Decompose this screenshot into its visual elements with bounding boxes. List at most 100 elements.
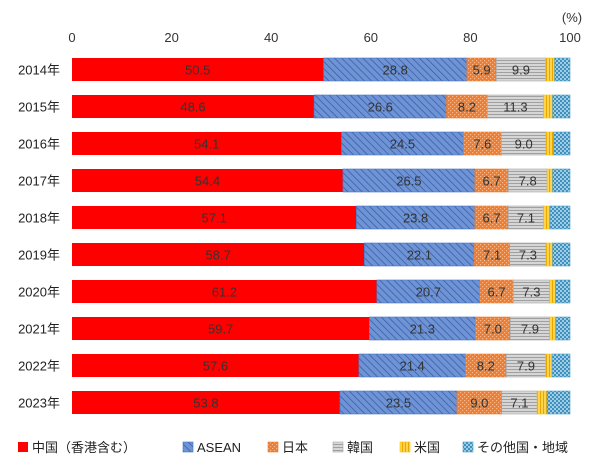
data-label: 7.6 xyxy=(473,137,491,152)
bar-segment xyxy=(554,57,571,82)
data-label: 61.2 xyxy=(212,285,237,300)
data-label: 7.1 xyxy=(483,248,501,263)
data-label: 23.5 xyxy=(386,396,411,411)
bar-segment xyxy=(555,316,571,341)
data-label: 53.8 xyxy=(193,396,218,411)
bar-segment xyxy=(72,243,365,266)
legend-label: その他国・地域 xyxy=(477,440,568,455)
legend-label: 米国 xyxy=(414,440,440,455)
data-label: 9.9 xyxy=(512,63,530,78)
data-label: 7.8 xyxy=(519,174,537,189)
x-tick-label: 80 xyxy=(463,30,477,45)
bar-segment xyxy=(545,131,554,156)
data-label: 20.7 xyxy=(416,285,441,300)
x-tick-label: 100 xyxy=(559,30,581,45)
data-label: 6.7 xyxy=(483,211,501,226)
data-label: 24.5 xyxy=(390,137,415,152)
data-label: 50.5 xyxy=(185,63,210,78)
bar-segment xyxy=(546,168,553,193)
bar-segment xyxy=(553,131,571,156)
bar-segment xyxy=(549,316,557,341)
data-label: 9.0 xyxy=(515,137,533,152)
bar-segment xyxy=(536,390,548,415)
x-axis: 0 20 40 60 80 100 xyxy=(68,30,580,45)
data-label: 54.4 xyxy=(195,174,220,189)
data-label: 22.1 xyxy=(407,248,432,263)
bar-segment xyxy=(545,57,555,82)
bar-segment xyxy=(546,390,571,415)
data-label: 8.2 xyxy=(458,100,476,115)
unit-label: (%) xyxy=(562,10,582,25)
category-label: 2022年 xyxy=(18,359,60,374)
bar-segment xyxy=(551,353,571,378)
bar-segment xyxy=(549,205,571,230)
data-label: 7.0 xyxy=(484,322,502,337)
category-label: 2017年 xyxy=(18,174,60,189)
legend-swatch xyxy=(18,442,28,452)
category-labels: 2014年 2015年 2016年 2017年 2018年 2019年 2020年 2021年… xyxy=(18,63,60,411)
category-label: 2021年 xyxy=(18,322,60,337)
data-label: 7.1 xyxy=(517,211,535,226)
data-label: 9.0 xyxy=(470,396,488,411)
x-tick-label: 0 xyxy=(68,30,75,45)
legend-swatch xyxy=(267,441,279,453)
x-tick-label: 60 xyxy=(364,30,378,45)
bar-segment xyxy=(543,94,553,119)
legend-swatch xyxy=(332,441,344,453)
bar-segment xyxy=(72,58,324,81)
bar-segment xyxy=(545,242,553,267)
data-label: 6.7 xyxy=(488,285,506,300)
legend-swatch xyxy=(399,441,411,453)
bar-segment xyxy=(552,168,571,193)
bar-segment xyxy=(72,206,357,229)
data-label: 21.4 xyxy=(399,359,424,374)
category-label: 2016年 xyxy=(18,137,60,152)
data-label: 8.2 xyxy=(477,359,495,374)
data-label: 57.6 xyxy=(203,359,228,374)
category-label: 2014年 xyxy=(18,63,60,78)
x-tick-label: 20 xyxy=(164,30,178,45)
data-label: 11.3 xyxy=(503,100,527,115)
bar-segment xyxy=(72,317,370,340)
data-label: 59.7 xyxy=(208,322,233,337)
data-label: 57.1 xyxy=(202,211,227,226)
bar-segment xyxy=(552,94,571,119)
bar-segment xyxy=(72,354,359,377)
data-label: 54.1 xyxy=(194,137,219,152)
data-label: 21.3 xyxy=(410,322,435,337)
bar-segment xyxy=(72,280,377,303)
bar-segment xyxy=(549,279,556,304)
data-label: 23.8 xyxy=(403,211,428,226)
legend-label: 日本 xyxy=(282,440,308,455)
bar-segment xyxy=(543,205,551,230)
data-label: 7.1 xyxy=(510,396,528,411)
bar-segment xyxy=(72,95,315,118)
bar-segment xyxy=(555,279,571,304)
data-label: 6.7 xyxy=(483,174,501,189)
x-tick-label: 40 xyxy=(264,30,278,45)
data-label: 26.6 xyxy=(368,100,393,115)
legend-label: 中国（香港含む） xyxy=(32,440,136,455)
data-label: 7.3 xyxy=(522,285,540,300)
legend-label: ASEAN xyxy=(197,440,241,455)
data-label: 28.8 xyxy=(383,63,408,78)
category-label: 2015年 xyxy=(18,100,60,115)
legend: 中国（香港含む） ASEAN 日本 韓国 米国 その他国・地域 xyxy=(18,440,568,455)
legend-swatch xyxy=(182,441,194,453)
bar-segment xyxy=(72,132,342,155)
category-label: 2020年 xyxy=(18,285,60,300)
data-label: 26.5 xyxy=(396,174,421,189)
category-label: 2018年 xyxy=(18,211,60,226)
bar-segment xyxy=(545,353,553,378)
data-label: 48.6 xyxy=(180,100,205,115)
data-label: 58.7 xyxy=(206,248,231,263)
legend-label: 韓国 xyxy=(347,440,373,455)
data-label: 5.9 xyxy=(473,63,491,78)
legend-swatch xyxy=(462,441,474,453)
bar-segment xyxy=(72,391,340,414)
category-label: 2019年 xyxy=(18,248,60,263)
data-label: 7.9 xyxy=(521,322,539,337)
bar-segment xyxy=(72,169,343,192)
category-label: 2023年 xyxy=(18,396,60,411)
